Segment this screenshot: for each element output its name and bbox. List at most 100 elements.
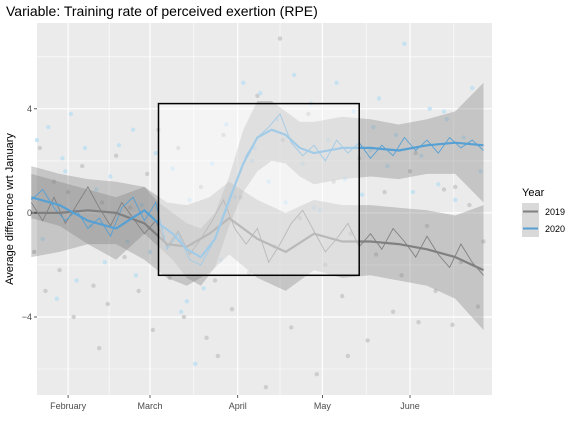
scatter-point-2019 [323,262,328,268]
scatter-point-2020 [461,135,466,140]
scatter-point-2020 [40,236,45,242]
y-axis-title: Average difference wrt January [4,133,16,285]
x-axis: February March April May June [50,395,420,411]
scatter-point-2019 [306,111,311,117]
scatter-point-2019 [212,278,218,283]
scatter-point-2020 [436,182,441,187]
scatter-point-2020 [325,137,331,143]
scatter-point-2020 [359,192,365,197]
scatter-point-2019 [255,93,260,99]
scatter-point-2019 [424,223,430,229]
scatter-point-2020 [249,158,254,164]
scatter-point-2020 [470,85,475,91]
scatter-point-2019 [481,239,486,244]
scatter-point-2020 [410,189,416,195]
scatter-point-2019 [97,346,102,351]
scatter-point-2019 [43,288,48,294]
legend-label-2019: 2019 [545,207,565,217]
scatter-point-2020 [68,111,74,117]
scatter-point-2020 [218,257,223,262]
highlight-box [157,102,360,277]
scatter-point-2020 [184,299,189,304]
scatter-point-2020 [441,109,447,114]
confidence-bands [31,82,484,330]
chart-title: Variable: Training rate of perceived exe… [6,3,318,19]
scatter-point-2020 [419,153,424,158]
scatter-point-2020 [94,187,99,192]
scatter-point-2019 [65,189,71,195]
x-tick-label: April [229,401,247,411]
scatter-point-2019 [105,301,110,307]
scatter-point-2019 [416,320,421,325]
scatter-point-2019 [453,184,458,190]
smooth-line-2019 [31,209,484,272]
scatter-point-2020 [60,156,65,161]
scatter-point-2020 [133,273,139,278]
scatter-point-2020 [63,169,68,174]
scatter-point-2020 [224,122,229,127]
x-tick-label: February [50,401,87,411]
scatter-point-2020 [342,176,348,182]
smooth-lines [31,128,484,272]
scatter-point-2019 [475,304,481,309]
scatter-point-2019 [215,353,221,359]
scatter-point-2020 [351,109,356,114]
x-tick-label: March [137,401,162,411]
scatter-point-2020 [292,72,297,78]
scatter-point-2020 [371,124,376,130]
scatter-point-2019 [145,171,150,177]
scatter-point-2019 [340,293,345,299]
scatter-point-2019 [57,267,62,273]
scatter-point-2020 [125,239,130,244]
scatter-point-2019 [91,283,96,288]
scatter-point-2019 [229,307,235,312]
scatter-point-2019 [246,270,252,275]
scatter-point-2020 [427,106,432,112]
x-tick-label: May [314,401,332,411]
scatter-point-2019 [297,215,302,221]
x-tick-label: June [400,401,420,411]
scatter-point-2019 [113,153,119,158]
scatter-point-2020 [74,278,79,283]
scatter-point-2020 [170,166,175,171]
scatter-point-2019 [51,179,57,184]
y-tick-label: 4 [27,104,32,114]
scatter-point-2020 [385,163,390,169]
scatter-point-2020 [178,309,184,314]
scatter-point-2019 [390,309,396,314]
scatter-points [32,36,486,390]
scatter-point-2019 [167,275,172,281]
scatter-point-2019 [365,338,370,343]
scatter-point-2020 [153,150,158,156]
scatter-point-2020 [478,169,483,174]
scatter-point-2020 [300,161,305,166]
confidence-band-2020 [31,82,484,286]
scatter-point-2020 [102,260,108,265]
scatter-point-2020 [258,91,263,96]
scatter-point-2019 [128,205,133,210]
scatter-point-2020 [54,296,59,301]
scatter-point-2020 [334,80,339,86]
scatter-point-2020 [193,361,198,366]
scatter-point-2020 [266,179,271,184]
scatter-point-2020 [201,286,206,291]
scatter-point-2019 [382,189,387,195]
scatter-point-2019 [413,150,418,156]
scatter-point-2019 [441,187,447,192]
scatter-point-2019 [136,288,141,294]
scatter-point-2019 [433,288,438,294]
scatter-point-2019 [467,202,472,208]
scatter-point-2020 [444,117,449,122]
scatter-point-2020 [210,161,215,166]
scatter-point-2020 [82,145,88,151]
y-tick-label: 0 [27,208,32,218]
scatter-point-2020 [46,124,51,130]
scatter-point-2019 [32,249,37,255]
scatter-point-2019 [80,163,85,169]
scatter-point-2020 [368,148,373,153]
scatter-point-2020 [311,205,317,210]
scatter-point-2019 [399,273,404,278]
scatter-point-2019 [198,184,204,190]
scatter-point-2020 [34,137,40,143]
